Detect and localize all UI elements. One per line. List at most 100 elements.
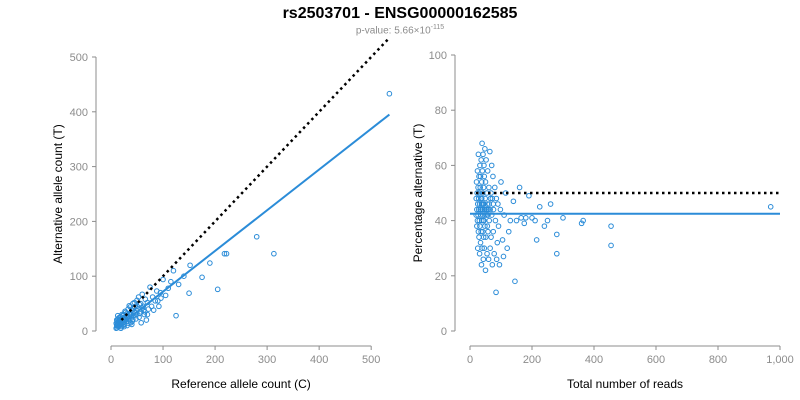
data-point [495,223,502,229]
data-point [492,184,498,191]
y-axis-title: Percentage alternative (T) [411,124,425,263]
data-point [554,231,560,238]
data-point [473,195,480,202]
y-tick-label: 100 [70,271,88,283]
reference-line [120,36,391,321]
data-point [482,146,488,152]
data-point [541,223,548,229]
data-point [486,201,493,207]
data-point [114,312,121,319]
data-point [486,217,493,224]
data-point [480,217,487,224]
y-tick-label: 20 [435,271,447,283]
data-point [516,184,523,191]
data-point [544,217,551,224]
data-point [479,140,485,147]
data-point [223,250,230,257]
data-point [480,151,486,158]
data-point [475,228,482,235]
data-point [483,206,489,213]
data-point [476,173,482,180]
data-point [474,217,481,224]
data-point [478,206,484,213]
data-point [155,298,161,304]
y-tick-label: 80 [435,105,447,117]
data-point [207,260,213,266]
data-point [156,303,162,310]
data-point [488,234,494,240]
data-point [493,195,500,202]
y-axis-title: Alternative allele count (T) [51,124,65,263]
data-point [500,253,507,260]
data-point [187,262,193,269]
data-point [478,179,485,185]
p-value-text: p-value: 5.66×10 [355,25,431,37]
data-point [386,90,393,97]
data-point [560,215,566,221]
data-point [532,217,538,224]
data-point [580,217,586,224]
data-point [487,148,493,155]
data-point [504,245,511,251]
x-tick-label: 200 [523,354,541,366]
data-point [476,217,483,224]
data-point [475,206,482,213]
data-point [142,296,149,303]
data-point [477,223,483,229]
data-point [475,184,481,191]
data-point [486,184,492,191]
data-point [495,201,501,207]
data-point [490,201,497,207]
data-point [144,311,151,318]
data-point [497,206,504,213]
data-point [143,317,150,323]
data-point [481,173,488,180]
data-point [475,151,482,158]
x-tick-label: 400 [585,354,603,366]
data-point [547,201,554,207]
data-point [221,250,228,257]
data-point [484,168,491,174]
data-point [529,215,535,221]
data-point [475,195,482,202]
x-tick-label: 400 [310,354,328,366]
data-point [147,284,153,290]
data-point [523,215,529,221]
data-point [473,179,480,185]
data-point [490,228,497,235]
data-point [162,292,169,299]
y-tick-label: 60 [435,160,447,172]
data-point [479,190,486,196]
data-point [493,256,500,263]
x-tick-label: 600 [647,354,665,366]
data-point [484,223,491,229]
x-tick-label: 200 [206,354,224,366]
data-point [129,321,135,328]
data-point [767,204,774,210]
x-tick-label: 0 [467,354,473,366]
data-point [478,195,485,202]
data-point [482,267,489,274]
data-point [492,217,499,224]
data-point [478,228,484,235]
data-point [483,157,489,163]
data-point [173,312,179,319]
data-point [480,256,487,263]
data-point [126,302,133,309]
data-point [476,234,482,240]
data-point [578,220,585,227]
data-point [513,217,520,224]
data-point [121,323,127,330]
data-point [271,250,277,257]
p-value-exponent: -115 [430,24,445,31]
data-point [474,190,480,196]
x-axis-title: Reference allele count (C) [171,377,310,391]
data-point [490,173,496,180]
data-point [481,162,487,169]
data-point [521,220,528,227]
data-point [479,168,486,174]
x-axis-title: Total number of reads [567,377,683,391]
data-point [214,286,221,293]
data-point [489,261,496,268]
